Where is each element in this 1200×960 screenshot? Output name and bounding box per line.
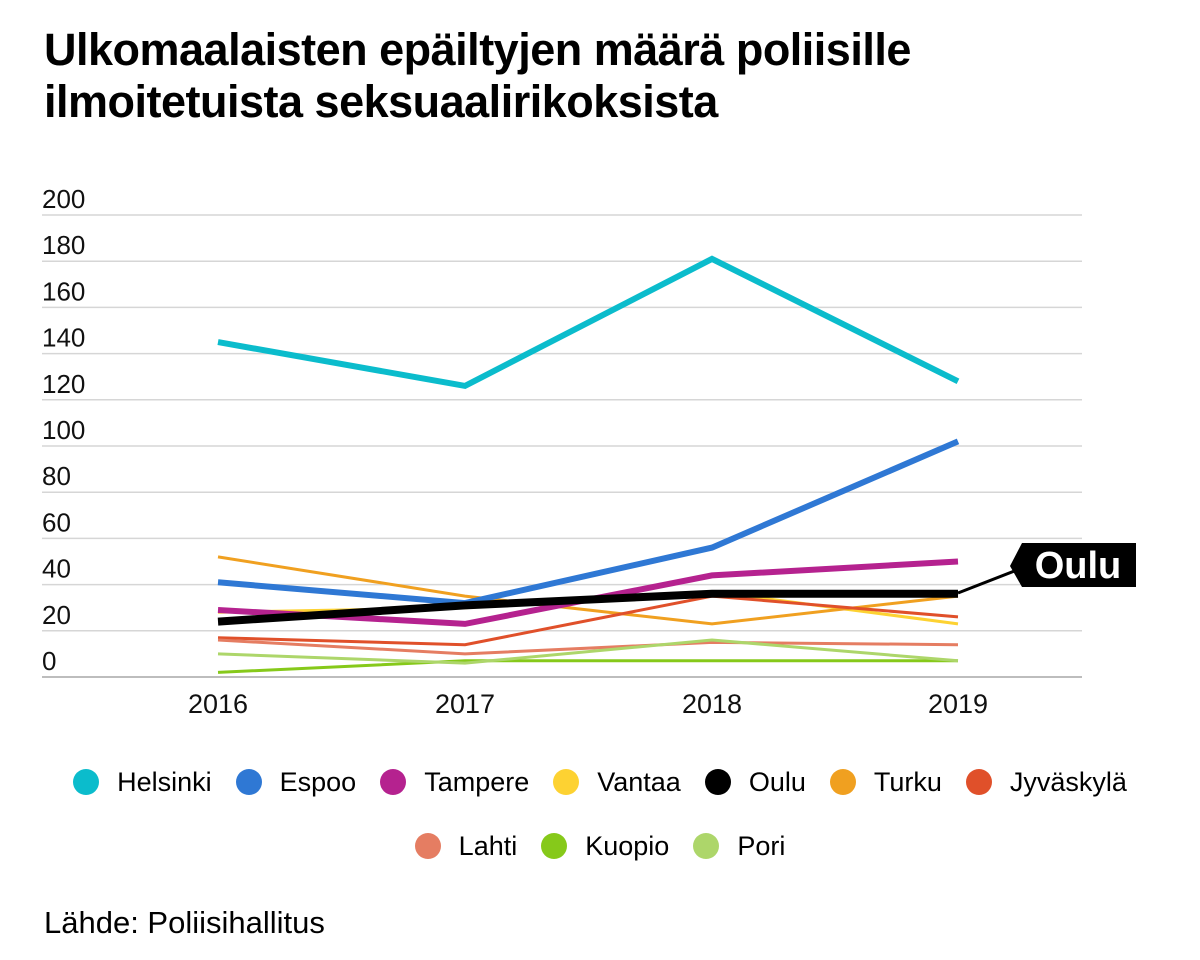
legend-label: Jyväskylä [1009, 766, 1127, 797]
series-line-jyvaskyla [217, 594, 959, 647]
legend: Helsinki Espoo Tampere Vantaa Oulu Turku Jyväs… [0, 760, 1200, 888]
legend-marker [704, 769, 731, 795]
legend-item-oulu: Oulu [704, 766, 806, 798]
y-tick-label: 60 [42, 507, 71, 537]
legend-label: Vantaa [597, 766, 681, 797]
chart-title-line-1: Ulkomaalaisten epäiltyjen määrä poliisil… [44, 24, 911, 75]
legend-label: Helsinki [117, 766, 212, 797]
legend-item-turku: Turku [829, 766, 942, 798]
legend-marker [380, 769, 407, 795]
legend-label: Pori [737, 830, 786, 861]
series-line-kuopio [217, 659, 958, 674]
legend-marker [693, 833, 720, 859]
legend-marker [235, 769, 262, 795]
series-line-turku [217, 555, 959, 626]
legend-item-tampere: Tampere [380, 767, 529, 798]
x-tick-label: 2018 [682, 689, 742, 719]
y-tick-label: 200 [42, 184, 85, 214]
legend-marker [541, 833, 568, 859]
legend-item-kuopio: Kuopio [541, 831, 669, 862]
legend-label: Oulu [748, 766, 806, 797]
callout-box [1010, 543, 1136, 587]
callout-leader-line [957, 566, 1023, 595]
oulu-callout: Oulu [957, 543, 1136, 595]
series-lines [217, 255, 960, 674]
y-tick-label: 120 [42, 369, 85, 399]
y-tick-label: 160 [42, 276, 85, 306]
y-tick-label: 100 [42, 415, 85, 445]
legend-item-lahti: Lahti [414, 830, 518, 862]
legend-marker [414, 833, 441, 859]
y-tick-label: 140 [42, 323, 85, 353]
legend-label: Lahti [458, 830, 518, 861]
x-axis-ticks: 2016 2017 2018 2019 [188, 689, 988, 719]
source-note: Lähde: Poliisihallitus [44, 905, 325, 940]
y-tick-label: 180 [42, 230, 85, 260]
series-line-espoo [217, 438, 960, 607]
legend-label: Tampere [424, 766, 530, 797]
legend-marker [965, 769, 992, 795]
series-line-lahti [217, 638, 959, 656]
y-tick-label: 0 [42, 646, 56, 676]
legend-marker [553, 769, 580, 795]
legend-item-vantaa: Vantaa [553, 767, 681, 798]
callout-label: Oulu [1035, 545, 1122, 587]
x-tick-label: 2019 [928, 689, 988, 719]
legend-row: Lahti Kuopio Pori [0, 824, 1200, 868]
y-tick-label: 80 [42, 461, 71, 491]
chart-title-line-2: ilmoitetuista seksuaalirikoksista [44, 76, 718, 127]
legend-item-helsinki: Helsinki [73, 767, 212, 798]
legend-label: Kuopio [585, 830, 670, 861]
legend-label: Espoo [279, 766, 357, 797]
legend-marker [73, 769, 100, 795]
x-tick-label: 2017 [435, 689, 495, 719]
legend-marker [829, 769, 856, 795]
series-line-pori [217, 638, 959, 665]
legend-label: Turku [873, 766, 942, 797]
series-line-oulu [217, 589, 958, 626]
legend-item-jyvaskyla: Jyväskylä [965, 766, 1127, 798]
x-tick-label: 2016 [188, 689, 248, 719]
legend-item-espoo: Espoo [235, 766, 357, 798]
legend-item-pori: Pori [693, 831, 785, 862]
y-tick-label: 20 [42, 600, 71, 630]
chart-title: Ulkomaalaisten epäiltyjen määrä poliisil… [44, 24, 1144, 128]
y-tick-label: 40 [42, 554, 71, 584]
series-line-helsinki [217, 255, 960, 390]
legend-row: Helsinki Espoo Tampere Vantaa Oulu Turku Jyväs… [0, 760, 1200, 804]
